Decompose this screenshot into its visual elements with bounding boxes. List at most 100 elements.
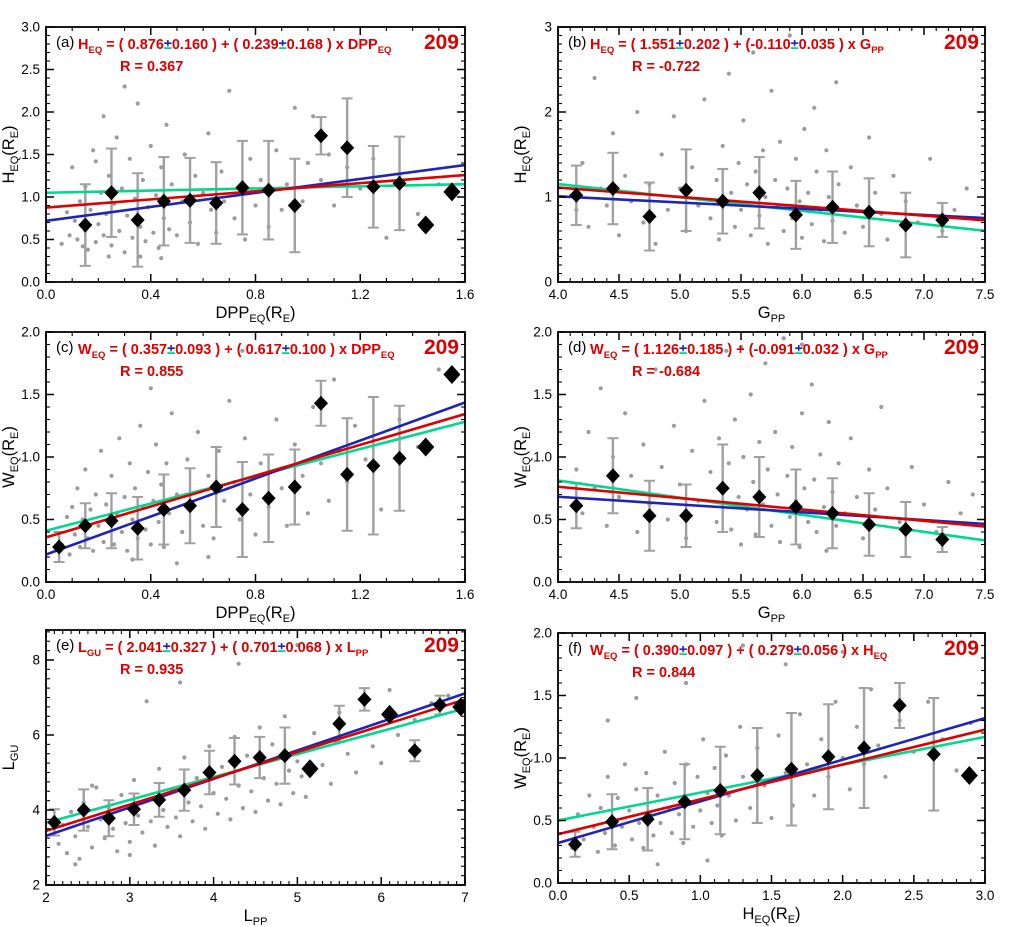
- x-axis-label: DPPEQ(RE): [215, 604, 295, 625]
- x-axis-label: GPP: [758, 604, 786, 625]
- panel-b-svg: 4.0 4.5 5.0 5.5 6.0 6.5 7.0 7.5 0 1 2 3 GPP HEQ(RE): [512, 20, 994, 326]
- x-axis-label: LPP: [244, 907, 268, 927]
- svg-text:7.5: 7.5: [976, 587, 995, 602]
- svg-text:0.0: 0.0: [37, 587, 56, 602]
- svg-text:2: 2: [42, 890, 50, 905]
- svg-text:5.0: 5.0: [671, 587, 690, 602]
- svg-text:2: 2: [32, 878, 40, 893]
- axis-frame: [45, 629, 466, 886]
- svg-text:6.0: 6.0: [793, 587, 812, 602]
- tick-labels: 0.0 0.4 0.8 1.2 1.6 0.0 0.5 1.0 1.5 2.0: [21, 325, 474, 603]
- y-axis-label: HEQ(RE): [0, 125, 21, 183]
- panel-letter: (f): [568, 640, 583, 657]
- svg-text:0.0: 0.0: [549, 888, 568, 903]
- svg-text:2.0: 2.0: [533, 626, 552, 641]
- axis-frame: [45, 331, 466, 583]
- correlation-value: R = 0.855: [120, 364, 184, 380]
- correlation-value: R = 0.935: [120, 662, 184, 678]
- panel-letter: (e): [56, 637, 75, 654]
- correlation-value: R = -0.684: [632, 364, 701, 380]
- panel-f-svg: 0.0 0.5 1.0 1.5 2.0 2.5 3.0 0.0 0.5 1.0 1.5 2.0 HEQ(…: [512, 626, 994, 927]
- svg-text:4.0: 4.0: [549, 287, 568, 302]
- svg-text:0.0: 0.0: [533, 575, 552, 590]
- panel-c-svg: 0.0 0.4 0.8 1.2 1.6 0.0 0.5 1.0 1.5 2.0 DPPEQ(RE) W…: [0, 325, 474, 626]
- svg-text:6.0: 6.0: [793, 287, 812, 302]
- axis-frame: [557, 331, 986, 583]
- y-axis-label: LGU: [0, 745, 21, 771]
- svg-text:7: 7: [461, 890, 469, 905]
- svg-text:0.0: 0.0: [533, 876, 552, 891]
- tick-labels: 0.0 0.5 1.0 1.5 2.0 2.5 3.0 0.0 0.5 1.0 1.5 2.0: [533, 626, 994, 904]
- event-count: 209: [943, 637, 979, 660]
- binned-diamonds: [52, 365, 461, 555]
- svg-text:5.5: 5.5: [732, 587, 751, 602]
- panel-b-chart: 4.0 4.5 5.0 5.5 6.0 6.5 7.0 7.5 0 1 2 3 GPP HEQ(RE) (b…: [512, 0, 1024, 326]
- x-axis-label: HEQ(RE): [742, 905, 800, 926]
- svg-text:5.5: 5.5: [732, 287, 751, 302]
- svg-text:0.8: 0.8: [246, 587, 265, 602]
- axis-frame: [45, 26, 466, 283]
- svg-text:1.6: 1.6: [456, 287, 475, 302]
- fit-line-red: [558, 485, 985, 528]
- svg-text:1.0: 1.0: [21, 190, 40, 205]
- y-axis-label: WEQ(RE): [512, 727, 533, 789]
- svg-text:1.5: 1.5: [762, 888, 781, 903]
- svg-text:2.0: 2.0: [533, 325, 552, 340]
- fit-line-blue: [46, 401, 465, 556]
- svg-text:5: 5: [294, 890, 302, 905]
- svg-text:2.0: 2.0: [21, 105, 40, 120]
- event-count: 209: [943, 336, 979, 359]
- axis-frame: [557, 26, 986, 283]
- svg-text:7.5: 7.5: [976, 287, 995, 302]
- tick-labels: 4.0 4.5 5.0 5.5 6.0 6.5 7.0 7.5 0.0 0.5 1.0 1.5 2.0: [533, 325, 994, 603]
- svg-text:0.5: 0.5: [21, 232, 40, 247]
- scatter-points: [59, 348, 441, 566]
- y-axis-label: WEQ(RE): [512, 426, 533, 488]
- svg-text:1.5: 1.5: [21, 147, 40, 162]
- fit-equation: LGU = ( 2.041± ±0.327 ) + ( 0.701± ±0.068 …: [78, 640, 369, 659]
- panel-letter: (c): [56, 339, 74, 356]
- svg-text:1.5: 1.5: [533, 387, 552, 402]
- svg-text:3.0: 3.0: [976, 888, 995, 903]
- svg-text:2: 2: [544, 105, 552, 120]
- panel-a-svg: 0.0 0.4 0.8 1.2 1.6 0.0 0.5 1.0 1.5 2.0 2.5 3.0 DPPE…: [0, 20, 474, 326]
- fit-line-red: [46, 698, 465, 833]
- svg-text:1.5: 1.5: [21, 387, 40, 402]
- svg-text:7.0: 7.0: [915, 587, 934, 602]
- svg-text:1.5: 1.5: [533, 688, 552, 703]
- correlation-value: R = -0.722: [632, 59, 701, 75]
- axis-frame: [557, 632, 986, 884]
- svg-text:2.0: 2.0: [833, 888, 852, 903]
- panel-letter: (d): [568, 339, 587, 356]
- panel-e-svg: 2 3 4 5 6 7 2 4 6 8 LPP LGU: [0, 629, 469, 927]
- svg-text:3: 3: [126, 890, 134, 905]
- svg-text:0.5: 0.5: [533, 813, 552, 828]
- x-axis-label: DPPEQ(RE): [215, 304, 295, 325]
- fit-equation: WEQ = ( 0.357± ±0.093 ) + ( 0.617± ±0.100 …: [78, 342, 395, 361]
- binned-diamonds: [78, 128, 461, 235]
- svg-text:1.0: 1.0: [691, 888, 710, 903]
- svg-text:0.0: 0.0: [37, 287, 56, 302]
- svg-text:8: 8: [32, 653, 40, 668]
- tick-labels: 4.0 4.5 5.0 5.5 6.0 6.5 7.0 7.5 0 1 2 3: [544, 20, 994, 303]
- fit-equation: HEQ = ( 1.551± ±0.202 ) + (-0.110± ±0.035 …: [590, 37, 884, 56]
- svg-text:0.5: 0.5: [21, 512, 40, 527]
- svg-text:6.5: 6.5: [854, 587, 873, 602]
- tick-labels: 0.0 0.4 0.8 1.2 1.6 0.0 0.5 1.0 1.5 2.0 2.5 3.0: [21, 20, 474, 303]
- event-count: 209: [943, 31, 979, 54]
- svg-text:7.0: 7.0: [915, 287, 934, 302]
- correlation-value: R = 0.367: [120, 59, 184, 75]
- panel-d-svg: 4.0 4.5 5.0 5.5 6.0 6.5 7.0 7.5 0.0 0.5 1.0 1.5 2.0 G…: [512, 325, 994, 626]
- svg-text:0.0: 0.0: [21, 575, 40, 590]
- svg-text:0.4: 0.4: [141, 587, 160, 602]
- svg-text:6: 6: [377, 890, 385, 905]
- svg-text:4.0: 4.0: [549, 587, 568, 602]
- svg-text:0.0: 0.0: [21, 275, 40, 290]
- svg-text:6: 6: [32, 728, 40, 743]
- binned-diamonds: [47, 691, 465, 830]
- panel-e-chart: 2 3 4 5 6 7 2 4 6 8 LPP LGU (e) LGU = ( 2.041± ±0.327 …: [0, 612, 512, 927]
- panel-a-chart: 0.0 0.4 0.8 1.2 1.6 0.0 0.5 1.0 1.5 2.0 2.5 3.0 DPPE…: [0, 0, 512, 326]
- tick-labels: 2 3 4 5 6 7 2 4 6 8: [32, 653, 468, 906]
- svg-text:2.5: 2.5: [21, 62, 40, 77]
